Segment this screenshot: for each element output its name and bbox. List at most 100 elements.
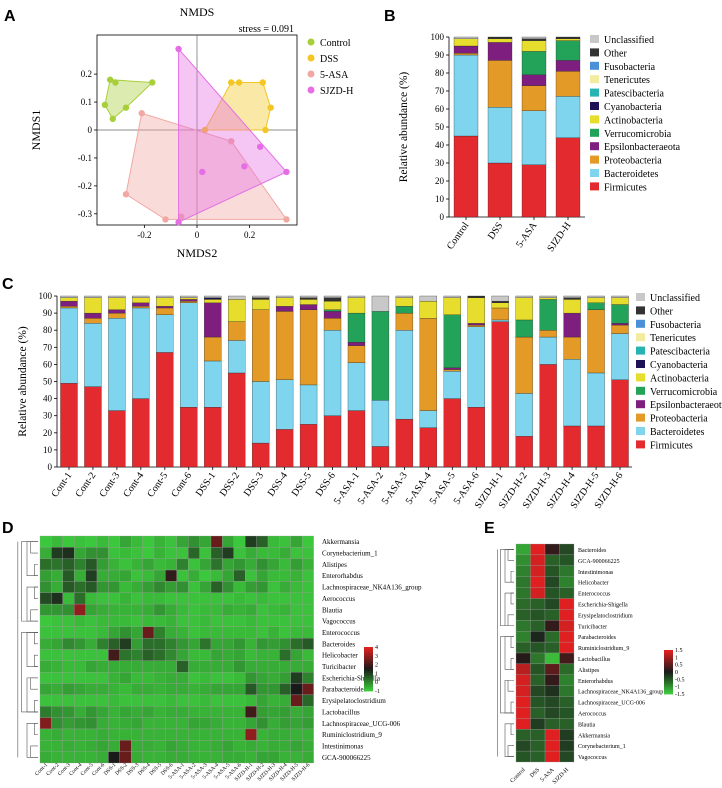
heatmap-cell	[559, 598, 575, 610]
row-label: Ruminiclostridium_9	[322, 731, 382, 739]
heatmap-cell	[559, 740, 575, 752]
x-tick-label: 0.2	[244, 230, 255, 240]
row-label: Lactobacillus	[322, 708, 360, 716]
heatmap-cell	[530, 652, 546, 665]
row-dendrogram-branch	[504, 636, 514, 670]
heatmap-cell	[544, 565, 560, 577]
heatmap-cell	[119, 615, 132, 627]
heatmap-cell	[74, 558, 86, 571]
heatmap-cell	[222, 660, 234, 673]
x-tick-label: DSS-2	[218, 470, 242, 498]
heatmap-cell	[131, 694, 143, 707]
heatmap-cell	[544, 718, 560, 730]
heatmap-cell	[131, 558, 143, 571]
heatmap-cell	[559, 587, 575, 599]
heatmap-cell	[96, 615, 109, 627]
heatmap-cell	[222, 547, 234, 559]
heatmap-cell	[233, 626, 246, 639]
bar-segment-unclassified	[275, 295, 294, 298]
row-dendrogram-branch	[26, 677, 38, 713]
heatmap-cell	[256, 683, 269, 696]
heatmap-cell	[199, 683, 212, 696]
heatmap-cell	[279, 683, 291, 696]
bar-segment-verrucomicrobia	[347, 312, 366, 343]
legend-swatch-bacteroidetes	[590, 169, 599, 177]
legend-swatch-proteobacteria	[590, 155, 599, 164]
heatmap-cell	[142, 603, 155, 616]
bar-segment-bacteroidetes	[251, 381, 270, 444]
heatmap-cell	[559, 729, 575, 741]
heatmap-cell	[176, 672, 189, 684]
stress-annotation: stress = 0.091	[239, 24, 294, 35]
bar-segment-unclassified	[156, 295, 174, 298]
heatmap-cell	[108, 547, 120, 559]
heatmap-cell	[188, 649, 200, 662]
heatmap-cell	[210, 672, 223, 684]
heatmap-cell	[515, 685, 531, 697]
heatmap-cell	[51, 547, 63, 559]
bar-segment-bacteroidetes	[132, 307, 150, 399]
heatmap-cell	[530, 750, 546, 763]
heatmap-cell	[153, 626, 166, 639]
legend-swatch-dss	[307, 54, 315, 62]
legend-label-epsilonbacteraeota: Epsilonbacteraeota	[604, 142, 681, 153]
bar-segment-proteobacteria	[539, 330, 557, 338]
heatmap-cell	[51, 581, 63, 593]
heatmap-cell	[153, 569, 166, 582]
color-scale-step	[364, 648, 373, 652]
heatmap-cell	[96, 581, 109, 593]
heatmap-cell	[302, 728, 314, 741]
heatmap-cell	[119, 558, 132, 571]
heatmap-cell	[544, 663, 560, 675]
heatmap-cell	[559, 554, 575, 566]
sample-point-dss	[267, 104, 274, 111]
bar-segment-other	[323, 297, 342, 302]
bar-segment-other	[563, 297, 581, 300]
bar-segment-bacteroidetes	[84, 323, 102, 387]
legend-swatch-actinobacteria	[590, 115, 599, 124]
heatmap-cell	[290, 672, 303, 684]
heatmap-cell	[222, 569, 234, 582]
y-tick-label: 100	[39, 291, 53, 301]
heatmap-cell	[108, 569, 120, 582]
x-tick-label: Cont-6	[169, 470, 194, 499]
heatmap-cell	[96, 535, 109, 548]
sample-point-dss	[201, 126, 209, 134]
heatmap-cell	[108, 740, 120, 752]
bar-segment-epsilonbacteraeota	[108, 309, 126, 314]
y-tick-label: 60	[435, 104, 445, 114]
heatmap-cell	[62, 728, 75, 741]
heatmap-cell	[62, 547, 75, 559]
row-dendrogram-branch	[504, 679, 514, 714]
heatmap-cell	[188, 672, 200, 684]
heatmap-cell	[85, 683, 98, 696]
heatmap-cell	[165, 638, 177, 650]
heatmap-cell	[131, 569, 143, 582]
heatmap-cell	[176, 740, 189, 752]
heatmap-cell	[290, 694, 303, 707]
bar-segment-epsilonbacteraeota	[60, 300, 78, 307]
heatmap-cell	[165, 751, 177, 764]
color-scale-label: 0	[675, 670, 678, 676]
bar-segment-actinobacteria	[156, 297, 174, 307]
legend-swatch-other	[590, 48, 599, 57]
bar-segment-verrucomicrobia	[587, 302, 605, 310]
bar-segment-actinobacteria	[204, 299, 222, 303]
heatmap-cell	[199, 638, 212, 650]
heatmap-cell	[233, 592, 246, 605]
row-dendrogram-branch	[26, 586, 38, 622]
bar-segment-proteobacteria	[108, 312, 126, 319]
legend-label-actinobacteria: Actinobacteria	[604, 115, 663, 126]
heatmap-cell	[267, 717, 280, 730]
heatmap-cell	[142, 717, 155, 730]
heatmap-cell	[153, 751, 166, 764]
row-dendrogram-branch	[510, 658, 514, 670]
heatmap-cell	[142, 694, 155, 707]
heatmap-cell	[51, 603, 63, 616]
heatmap-cell	[119, 535, 132, 548]
heatmap-cell	[62, 535, 75, 548]
color-scale-step	[364, 661, 373, 664]
heatmap-cell	[290, 638, 303, 650]
heatmap-cell	[222, 626, 234, 639]
bar-segment-proteobacteria	[84, 318, 102, 324]
